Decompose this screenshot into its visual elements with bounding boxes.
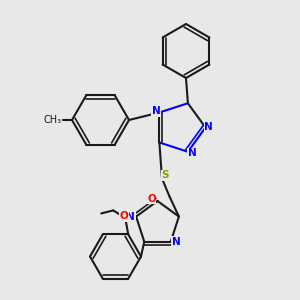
Text: N: N: [188, 148, 197, 158]
Text: N: N: [204, 122, 213, 133]
Text: O: O: [147, 194, 156, 204]
Text: CH₃: CH₃: [44, 115, 62, 125]
Text: O: O: [119, 212, 128, 221]
Text: S: S: [161, 170, 169, 181]
Text: N: N: [172, 237, 181, 247]
Text: N: N: [152, 106, 161, 116]
Text: N: N: [126, 212, 135, 221]
